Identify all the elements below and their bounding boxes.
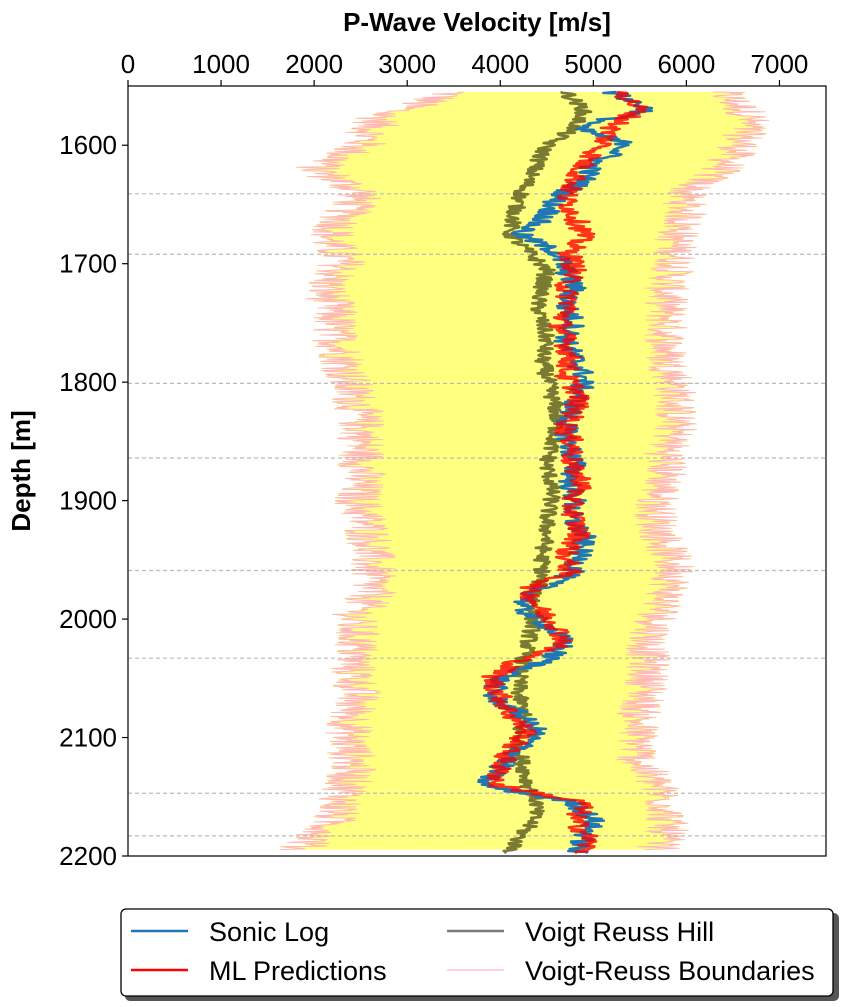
plot-area bbox=[127, 85, 827, 857]
x-axis-ticks: 0 1000 2000 3000 4000 5000 6000 7000 bbox=[121, 49, 809, 86]
legend-label-sonic: Sonic Log bbox=[209, 917, 329, 947]
x-tick-label-2000: 2000 bbox=[285, 49, 343, 79]
x-tick-label-5000: 5000 bbox=[564, 49, 622, 79]
y-axis-label: Depth [m] bbox=[6, 410, 36, 531]
x-tick-label-4000: 4000 bbox=[471, 49, 529, 79]
y-tick-label-2200: 2200 bbox=[59, 841, 117, 871]
plot-frame bbox=[127, 85, 827, 857]
y-tick-label-1800: 1800 bbox=[59, 367, 117, 397]
velocity-bands bbox=[279, 91, 770, 851]
y-tick-label-1700: 1700 bbox=[59, 249, 117, 279]
legend-label-ml: ML Predictions bbox=[209, 956, 387, 986]
x-tick-label-7000: 7000 bbox=[751, 49, 809, 79]
y-tick-label-1600: 1600 bbox=[59, 130, 117, 160]
x-axis-label: P-Wave Velocity [m/s] bbox=[343, 7, 611, 37]
voigt-boundary-pink bbox=[616, 91, 767, 851]
y-axis-ticks: 1600 1700 1800 1900 2000 2100 2200 bbox=[59, 130, 128, 871]
y-tick-label-2100: 2100 bbox=[59, 723, 117, 753]
x-tick-label-3000: 3000 bbox=[378, 49, 436, 79]
y-tick-label-2000: 2000 bbox=[59, 604, 117, 634]
formation-top-lines bbox=[128, 193, 826, 837]
legend-box bbox=[120, 908, 834, 997]
y-tick-label-1900: 1900 bbox=[59, 486, 117, 516]
reuss-boundary-pink bbox=[282, 91, 465, 851]
series-line-ml-predictions bbox=[481, 90, 649, 854]
legend: Sonic Log ML Predictions Voigt Reuss Hil… bbox=[120, 908, 839, 1001]
series-lines bbox=[477, 90, 654, 855]
legend-label-boundaries: Voigt-Reuss Boundaries bbox=[525, 956, 815, 986]
legend-label-vrh: Voigt Reuss Hill bbox=[525, 917, 714, 947]
x-tick-label-1000: 1000 bbox=[192, 49, 250, 79]
x-tick-label-6000: 6000 bbox=[657, 49, 715, 79]
x-tick-label-0: 0 bbox=[121, 49, 135, 79]
